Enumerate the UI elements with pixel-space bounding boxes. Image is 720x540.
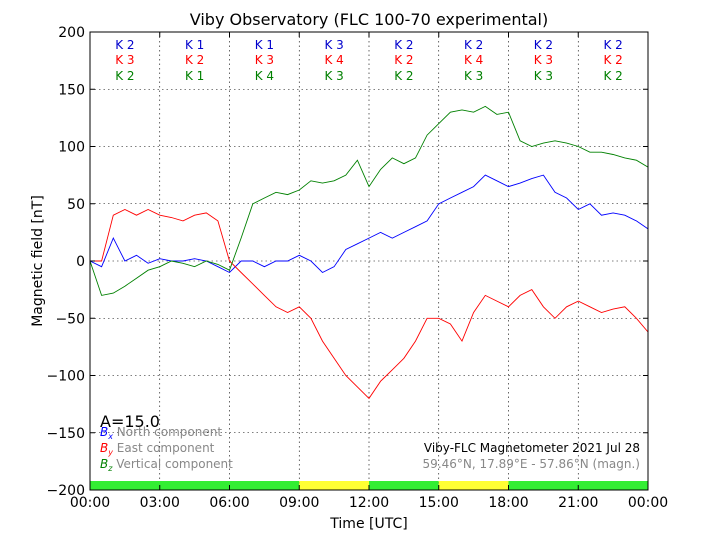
y-axis-label: Magnetic field [nT] xyxy=(30,195,46,327)
legend-symbol: B xyxy=(100,425,108,439)
y-tick-label: 150 xyxy=(58,82,85,98)
k-index-green: K 2 xyxy=(115,69,134,83)
info-line-1: Viby-FLC Magnetometer 2021 Jul 28 xyxy=(424,441,640,455)
y-tick-label: 200 xyxy=(58,25,85,41)
grid-lines xyxy=(90,32,648,490)
k-index-red: K 4 xyxy=(464,53,483,67)
legend-subscript: z xyxy=(107,464,113,473)
k-index-blue: K 2 xyxy=(394,38,413,52)
k-index-blue: K 1 xyxy=(255,38,274,52)
status-segment xyxy=(438,481,509,490)
axis-ticks: 00:00 03:00 06:00 09:00 12:00 15:00 18:00 21:00… xyxy=(47,25,669,511)
legend-label: Vertical component xyxy=(112,457,233,471)
k-index-green: K 3 xyxy=(464,69,483,83)
x-tick-label: 09:00 xyxy=(279,495,319,511)
legend-symbol: B xyxy=(100,457,108,471)
y-tick-label: −150 xyxy=(47,426,85,442)
status-segment xyxy=(369,481,439,490)
k-index-blue: K 2 xyxy=(115,38,134,52)
k-index-green: K 1 xyxy=(185,69,204,83)
series-lines xyxy=(89,105,649,400)
x-tick-label: 00:00 xyxy=(70,495,110,511)
legend-symbol: B xyxy=(100,441,108,455)
y-tick-label: −50 xyxy=(55,311,85,327)
k-index-red: K 3 xyxy=(115,53,134,67)
y-tick-label: 0 xyxy=(76,254,85,270)
info-line-2: 59.46°N, 17.89°E - 57.86°N (magn.) xyxy=(423,457,640,471)
y-tick-label: −100 xyxy=(47,369,85,385)
k-index-table: K 2K 3K 2K 1K 2K 1K 1K 3K 4K 3K 4K 3K 2K… xyxy=(115,38,623,83)
legend-entry: By East component xyxy=(100,441,215,457)
x-tick-label: 12:00 xyxy=(349,495,389,511)
k-index-green: K 3 xyxy=(534,69,553,83)
k-index-green: K 3 xyxy=(324,69,343,83)
x-tick-label: 03:00 xyxy=(140,495,180,511)
status-segment xyxy=(299,481,369,490)
k-index-red: K 2 xyxy=(185,53,204,67)
legend-entry: Bx North component xyxy=(100,425,222,441)
series-line-vertical-component xyxy=(89,105,649,296)
legend-label: East component xyxy=(113,441,215,455)
legend-subscript: y xyxy=(107,448,113,457)
k-index-red: K 2 xyxy=(603,53,622,67)
y-tick-label: −200 xyxy=(47,483,85,499)
y-tick-label: 100 xyxy=(58,140,85,156)
x-axis-label: Time [UTC] xyxy=(329,516,407,532)
k-index-blue: K 1 xyxy=(185,38,204,52)
k-index-red: K 3 xyxy=(534,53,553,67)
k-index-green: K 2 xyxy=(394,69,413,83)
x-tick-label: 21:00 xyxy=(558,495,598,511)
x-tick-label: 15:00 xyxy=(419,495,459,511)
x-tick-label: 00:00 xyxy=(628,495,668,511)
k-index-green: K 4 xyxy=(255,69,274,83)
series-line-east-component xyxy=(90,208,649,400)
status-segment xyxy=(90,481,300,490)
k-index-blue: K 3 xyxy=(324,38,343,52)
k-index-red: K 4 xyxy=(324,53,343,67)
k-index-blue: K 2 xyxy=(464,38,483,52)
y-tick-label: 50 xyxy=(67,197,85,213)
k-index-red: K 2 xyxy=(394,53,413,67)
chart-title: Viby Observatory (FLC 100-70 experimenta… xyxy=(190,10,549,29)
k-index-red: K 3 xyxy=(255,53,274,67)
x-tick-label: 06:00 xyxy=(209,495,249,511)
k-index-blue: K 2 xyxy=(603,38,622,52)
series-line-north-component xyxy=(89,174,649,274)
a-index: A=15.0 xyxy=(100,412,160,431)
legend-subscript: x xyxy=(107,432,113,441)
legend-label: North component xyxy=(113,425,222,439)
x-tick-label: 18:00 xyxy=(488,495,528,511)
k-index-blue: K 2 xyxy=(534,38,553,52)
legend-entry: Bz Vertical component xyxy=(100,457,233,473)
k-index-green: K 2 xyxy=(603,69,622,83)
